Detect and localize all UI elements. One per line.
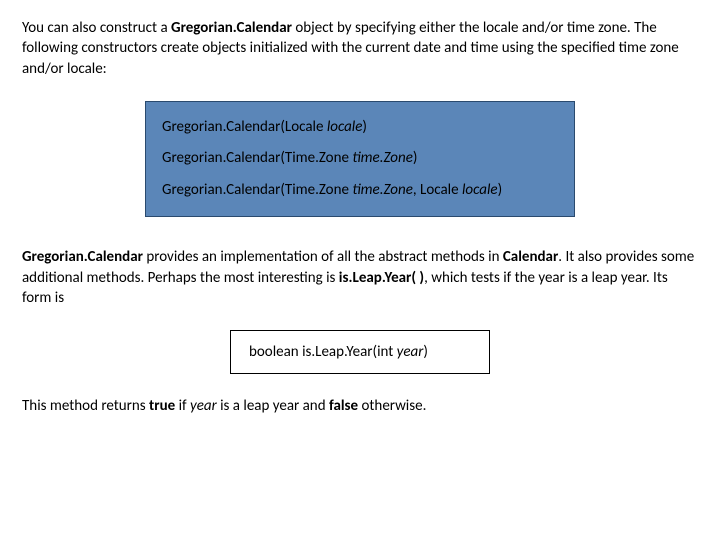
ctor3-b: time.Zone: [352, 181, 413, 199]
outro-text-4: otherwise.: [358, 397, 426, 415]
middle-paragraph: Gregorian.Calendar provides an implement…: [22, 247, 698, 308]
constructor-row-2: Gregorian.Calendar(Time.Zone time.Zone): [162, 143, 558, 175]
ctor3-c: , Locale: [413, 181, 462, 199]
method-box: boolean is.Leap.Year(int year): [230, 330, 490, 374]
outro-ital-1: year: [190, 397, 217, 415]
constructor-row-1: Gregorian.Calendar(Locale locale): [162, 112, 558, 144]
outro-bold-2: false: [329, 397, 358, 415]
mid-bold-1: Gregorian.Calendar: [22, 248, 143, 266]
constructor-row-3: Gregorian.Calendar(Time.Zone time.Zone, …: [162, 175, 558, 207]
outro-paragraph: This method returns true if year is a le…: [22, 396, 698, 416]
ctor2-a: Gregorian.Calendar(Time.Zone: [162, 149, 352, 167]
ctor1-b: locale: [327, 118, 363, 136]
ctor2-c: ): [413, 149, 418, 167]
outro-text-2: if: [175, 397, 190, 415]
method-a: boolean is.Leap.Year(int: [249, 343, 397, 361]
ctor2-b: time.Zone: [352, 149, 413, 167]
outro-bold-1: true: [149, 397, 175, 415]
outro-text-1: This method returns: [22, 397, 149, 415]
method-b: year: [397, 343, 424, 361]
intro-text-1: You can also construct a: [22, 19, 171, 37]
intro-paragraph: You can also construct a Gregorian.Calen…: [22, 18, 698, 79]
ctor3-a: Gregorian.Calendar(Time.Zone: [162, 181, 352, 199]
mid-bold-2: Calendar: [503, 248, 558, 266]
ctor1-a: Gregorian.Calendar(Locale: [162, 118, 327, 136]
ctor1-c: ): [362, 118, 367, 136]
mid-bold-3: is.Leap.Year( ): [339, 269, 424, 287]
method-c: ): [423, 343, 428, 361]
outro-text-3: is a leap year and: [217, 397, 329, 415]
ctor3-d: locale: [462, 181, 498, 199]
constructor-box: Gregorian.Calendar(Locale locale) Gregor…: [145, 101, 575, 218]
ctor3-e: ): [498, 181, 503, 199]
mid-text-1: provides an implementation of all the ab…: [143, 248, 503, 266]
intro-bold-1: Gregorian.Calendar: [171, 19, 292, 37]
